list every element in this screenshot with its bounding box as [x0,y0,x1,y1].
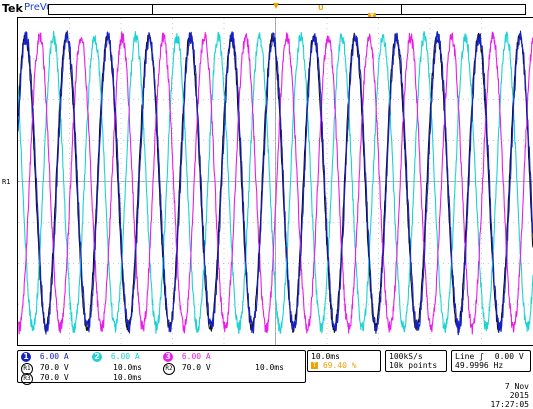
ref3-readout[interactable]: R3 70.0 V 10.0ms [21,373,142,385]
acquisition-status: PreVu [24,2,53,13]
ref2-badge: R2 [163,363,175,375]
ch3-trace [18,31,533,335]
ref1-time: 10.0ms [113,363,142,372]
ch2-badge: 2 [92,352,102,362]
reference-level-marker[interactable]: R1 [2,178,11,186]
ch2-scale: 6.00 A [110,352,140,361]
timebase-panel[interactable]: 10.0ms T 69.40 % [307,350,381,372]
time-per-division: 10.0ms [311,352,340,361]
trigger-slope-icon: ʃ [479,352,484,361]
ch1-readout[interactable]: 1 6.00 A [21,352,69,362]
trigger-level: 0.00 V [494,352,524,361]
datetime-panel: 7 Nov 2015 17:27:05 [481,381,531,409]
record-length: 10k points [389,361,438,370]
ref3-volts: 70.0 V [39,373,69,382]
ch2-readout[interactable]: 2 6.00 A [92,352,140,362]
date: 7 Nov 2015 [504,382,529,400]
brand-logo: Tek [2,2,23,15]
trigger-position-marker[interactable] [273,3,279,9]
cursor-mark[interactable]: U [318,4,324,12]
ch2-trace [18,30,533,335]
ch1-trace [18,30,533,336]
sample-rate: 100kS/s [389,352,423,361]
trigger-source: Line [455,352,475,361]
ch3-scale: 6.00 A [181,352,211,361]
trigger-panel[interactable]: Line ʃ 0.00 V 49.9996 Hz [451,350,531,372]
ref2-time: 10.0ms [255,363,284,372]
ch3-readout[interactable]: 3 6.00 A [163,352,211,362]
trigger-position: T 69.40 % [311,361,377,370]
channel-readout-panel [17,350,306,383]
ch1-scale: 6.00 A [39,352,69,361]
ref1-volts: 70.0 V [39,363,69,372]
trigger-position-icon: T [311,362,318,369]
acquisition-panel[interactable]: 100kS/s 10k points [385,350,447,372]
trigger-frequency: 49.9996 Hz [455,361,504,370]
ref2-readout[interactable]: R2 70.0 V 10.0ms [163,363,284,375]
trigger-position-value: 69.40 % [322,361,357,370]
ref3-badge: R3 [21,373,33,385]
ref2-volts: 70.0 V [181,363,211,372]
ch3-badge: 3 [163,352,173,362]
waveform-display[interactable] [17,17,533,346]
ch1-badge: 1 [21,352,31,362]
ref3-time: 10.0ms [113,373,142,382]
time: 17:27:05 [490,400,529,409]
waveform-plot [18,18,533,345]
